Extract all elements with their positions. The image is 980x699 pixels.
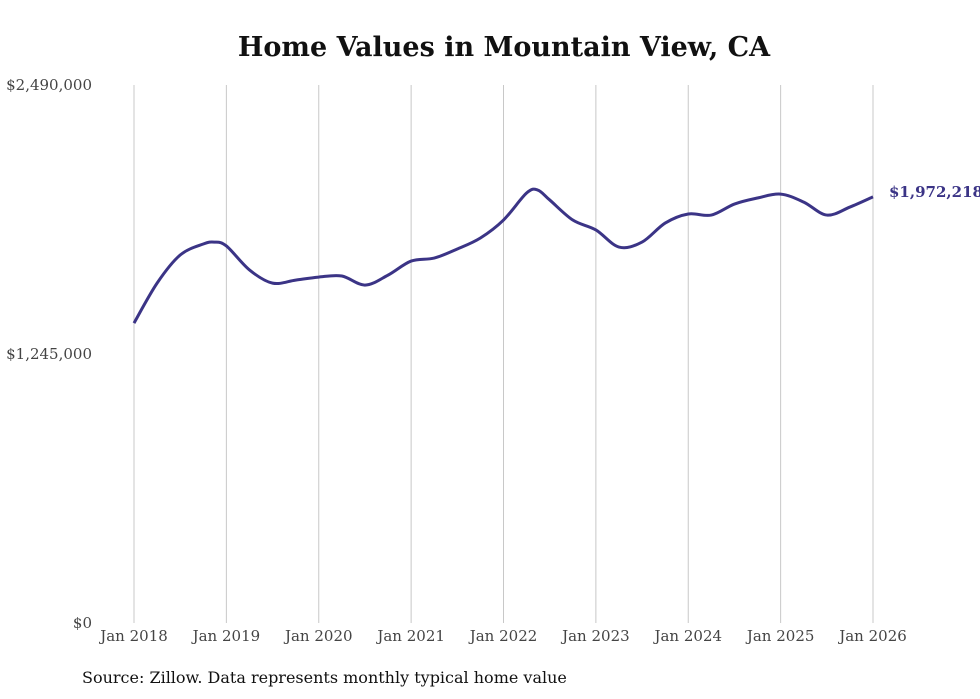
x-tick-label: Jan 2024 <box>652 627 722 645</box>
y-tick-label: $0 <box>73 614 92 632</box>
series-line <box>132 187 874 324</box>
chart-title: Home Values in Mountain View, CA <box>237 32 771 63</box>
y-tick-label: $1,245,000 <box>6 345 92 363</box>
x-tick-label: Jan 2018 <box>98 627 168 645</box>
x-tick-label: Jan 2021 <box>375 627 445 645</box>
x-tick-label: Jan 2026 <box>837 627 907 645</box>
y-tick-label: $2,490,000 <box>6 76 92 94</box>
x-tick-label: Jan 2022 <box>468 627 538 645</box>
end-value-label: $1,972,218 <box>889 183 980 201</box>
x-tick-label: Jan 2019 <box>191 627 261 645</box>
x-tick-label: Jan 2023 <box>560 627 630 645</box>
source-note: Source: Zillow. Data represents monthly … <box>82 668 567 687</box>
x-tick-label: Jan 2025 <box>745 627 815 645</box>
x-tick-label: Jan 2020 <box>283 627 353 645</box>
